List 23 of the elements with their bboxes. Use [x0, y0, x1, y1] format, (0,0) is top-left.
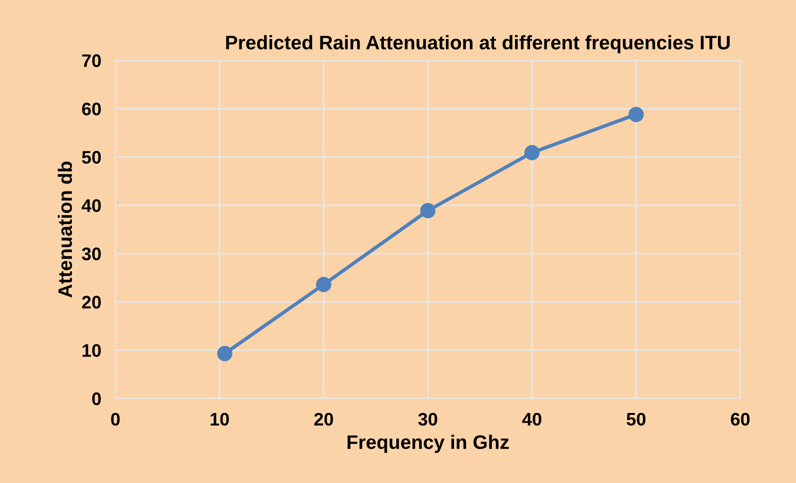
x-tick-label: 60: [730, 412, 750, 426]
y-tick-label: 20: [82, 296, 101, 309]
x-tick-label: 50: [626, 412, 646, 426]
y-tick-label: 60: [82, 102, 101, 116]
point: [316, 276, 332, 292]
point: [524, 144, 540, 160]
y-tick-label: 70: [82, 54, 101, 68]
point: [217, 346, 232, 362]
point: [420, 202, 436, 218]
y-tick-label: 30: [82, 248, 101, 260]
x-tick-label: 20: [314, 412, 334, 426]
point: [628, 106, 644, 122]
x-axis-title: Frequency in Ghz: [348, 434, 509, 453]
y-tick-label: 10: [82, 344, 101, 357]
x-tick-label: 40: [522, 412, 542, 426]
y-axis-title: Attenuation db: [58, 162, 72, 298]
y-tick-label: 50: [82, 150, 101, 164]
y-tick-label: 40: [82, 199, 101, 212]
chart-title: Predicted Rain Attenuation at different frequencies ITU: [226, 35, 730, 54]
x-tick-label: 30: [418, 412, 438, 426]
y-tick-label: 0: [92, 392, 101, 406]
x-tick-label: 10: [210, 412, 229, 426]
x-tick-label: 0: [111, 412, 120, 426]
